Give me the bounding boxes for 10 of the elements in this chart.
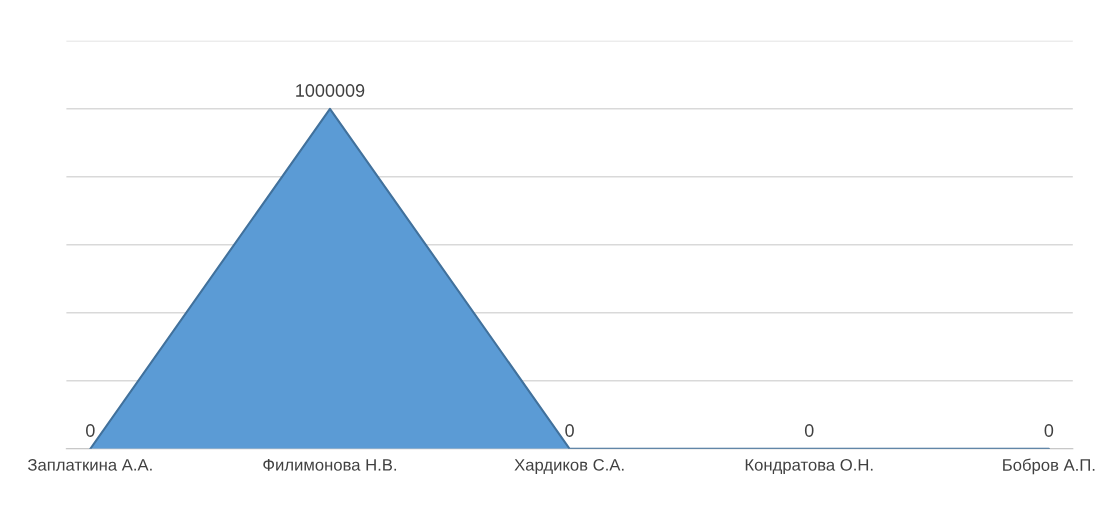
data-label: 0 [804,424,814,437]
x-tick-label: Заплаткина А.А. [27,458,152,471]
x-tick-label: Кондратова О.Н. [745,458,873,475]
data-label: 0 [86,424,95,437]
x-tick-label: Хардиков С.А. [514,458,624,475]
x-tick-label: Филимонова Н.В. [263,459,397,471]
data-label: 0 [1044,424,1054,437]
data-label: 0 [565,424,574,437]
data-label: 1000009 [296,84,365,97]
x-tick-label: Бобров А.П. [1003,458,1095,475]
